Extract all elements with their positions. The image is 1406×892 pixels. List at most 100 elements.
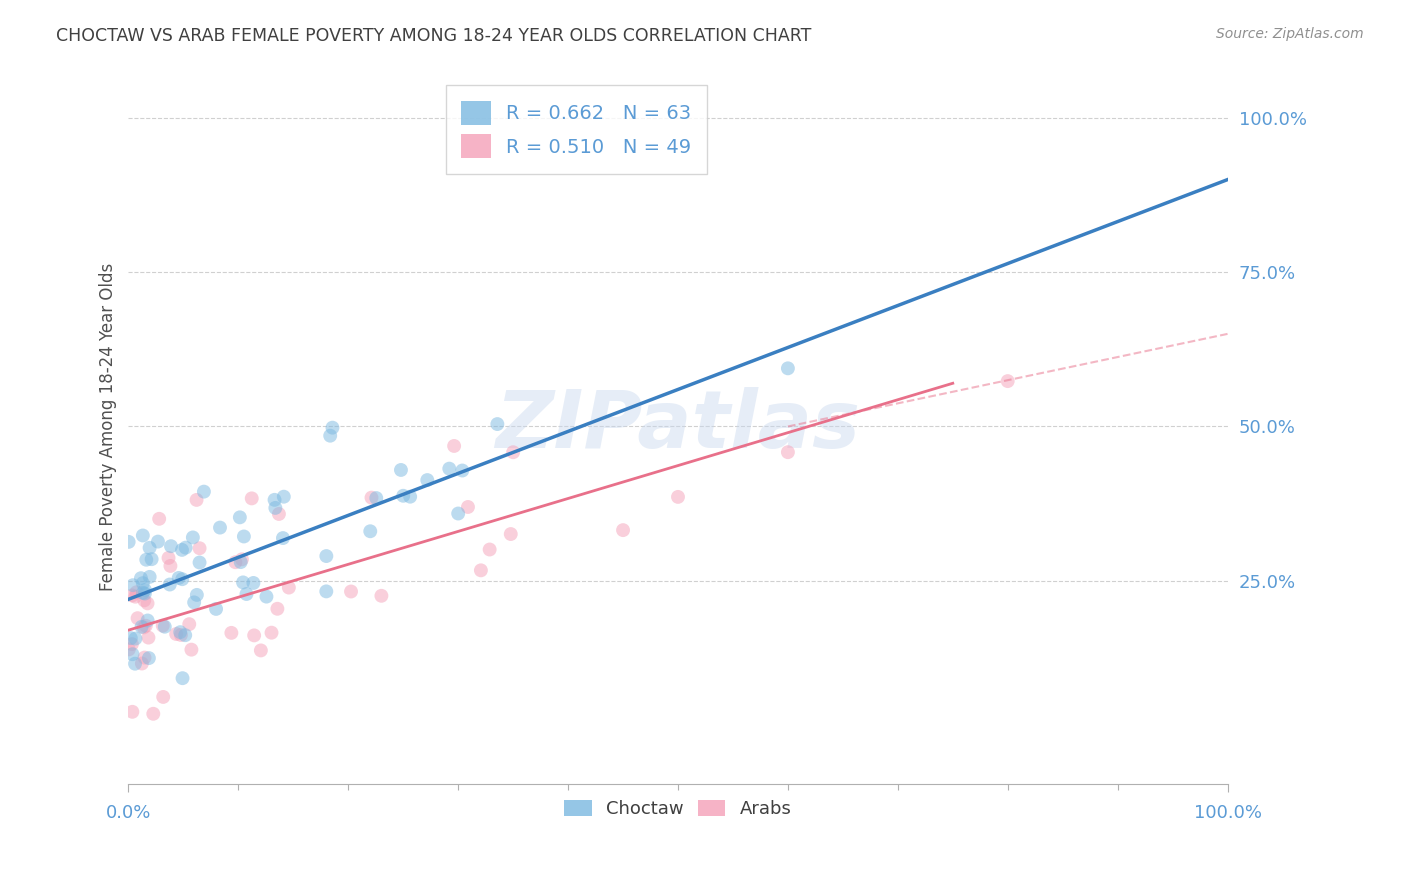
Point: [997, 374, 1019, 388]
Point: [124, 590, 146, 604]
Point: [138, 651, 160, 665]
Point: [389, 463, 412, 477]
Point: [273, 490, 295, 504]
Point: [132, 620, 155, 634]
Point: [159, 558, 181, 573]
Point: [132, 528, 155, 542]
Point: [235, 587, 257, 601]
Point: [366, 491, 388, 505]
Point: [447, 507, 470, 521]
Point: [142, 706, 165, 721]
Point: [138, 570, 160, 584]
Point: [263, 492, 285, 507]
Point: [250, 643, 273, 657]
Point: [125, 585, 148, 599]
Point: [136, 596, 159, 610]
Point: [165, 627, 187, 641]
Point: [502, 445, 524, 459]
Legend: Choctaw, Arabs: Choctaw, Arabs: [557, 793, 799, 825]
Point: [315, 584, 337, 599]
Point: [776, 445, 799, 459]
Point: [136, 614, 159, 628]
Point: [138, 541, 160, 555]
Point: [181, 530, 204, 544]
Point: [277, 581, 299, 595]
Text: CHOCTAW VS ARAB FEMALE POVERTY AMONG 18-24 YEAR OLDS CORRELATION CHART: CHOCTAW VS ARAB FEMALE POVERTY AMONG 18-…: [56, 27, 811, 45]
Point: [180, 642, 202, 657]
Point: [170, 628, 193, 642]
Text: ZIPatlas: ZIPatlas: [495, 387, 860, 466]
Point: [439, 461, 461, 475]
Point: [470, 563, 492, 577]
Point: [224, 555, 246, 569]
Point: [271, 531, 294, 545]
Point: [266, 601, 288, 615]
Point: [499, 527, 522, 541]
Point: [242, 576, 264, 591]
Point: [243, 628, 266, 642]
Point: [121, 637, 143, 651]
Point: [157, 550, 180, 565]
Point: [132, 586, 155, 600]
Point: [451, 463, 474, 477]
Point: [232, 529, 254, 543]
Point: [152, 618, 174, 632]
Point: [260, 625, 283, 640]
Point: [360, 491, 382, 505]
Point: [399, 490, 422, 504]
Point: [264, 500, 287, 515]
Point: [666, 490, 689, 504]
Y-axis label: Female Poverty Among 18-24 Year Olds: Female Poverty Among 18-24 Year Olds: [100, 262, 117, 591]
Point: [319, 428, 342, 442]
Point: [118, 642, 141, 657]
Point: [321, 420, 343, 434]
Point: [138, 631, 160, 645]
Point: [132, 576, 155, 591]
Point: [457, 500, 479, 514]
Point: [135, 552, 157, 566]
Point: [172, 572, 194, 586]
Point: [186, 492, 208, 507]
Point: [121, 647, 143, 661]
Point: [229, 510, 252, 524]
Point: [188, 556, 211, 570]
Point: [146, 534, 169, 549]
Point: [359, 524, 381, 539]
Point: [121, 589, 143, 603]
Point: [134, 586, 156, 600]
Point: [127, 611, 149, 625]
Point: [186, 588, 208, 602]
Point: [416, 473, 439, 487]
Point: [141, 552, 163, 566]
Point: [240, 491, 263, 506]
Point: [208, 520, 231, 534]
Point: [221, 625, 243, 640]
Point: [170, 542, 193, 557]
Point: [256, 590, 278, 604]
Point: [231, 552, 253, 566]
Point: [120, 631, 142, 645]
Point: [134, 582, 156, 597]
Point: [205, 602, 228, 616]
Point: [174, 541, 197, 555]
Point: [159, 577, 181, 591]
Point: [776, 361, 799, 376]
Point: [124, 632, 146, 646]
Point: [131, 620, 153, 634]
Point: [392, 489, 415, 503]
Point: [478, 542, 501, 557]
Point: [267, 507, 290, 521]
Point: [134, 593, 156, 607]
Point: [167, 571, 190, 585]
Point: [370, 589, 392, 603]
Point: [134, 650, 156, 665]
Point: [118, 534, 141, 549]
Point: [169, 625, 191, 640]
Point: [148, 512, 170, 526]
Point: [193, 484, 215, 499]
Point: [229, 555, 252, 569]
Point: [131, 657, 153, 671]
Point: [160, 539, 183, 553]
Point: [172, 671, 194, 685]
Point: [315, 549, 337, 563]
